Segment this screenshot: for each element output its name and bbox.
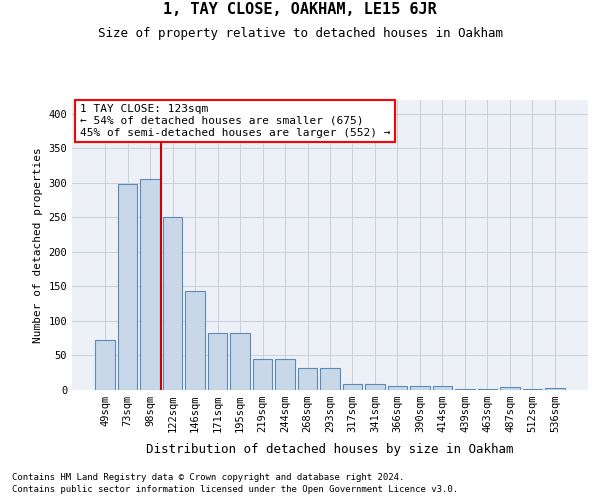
Bar	[275, 359, 295, 390]
Y-axis label: Number of detached properties: Number of detached properties	[33, 147, 43, 343]
Bar	[388, 386, 407, 390]
Bar	[410, 386, 430, 390]
Text: Contains HM Land Registry data © Crown copyright and database right 2024.: Contains HM Land Registry data © Crown c…	[12, 472, 404, 482]
Text: 1, TAY CLOSE, OAKHAM, LE15 6JR: 1, TAY CLOSE, OAKHAM, LE15 6JR	[163, 2, 437, 18]
Bar	[95, 340, 115, 390]
Bar	[140, 180, 160, 390]
Bar	[118, 184, 137, 390]
Bar	[163, 218, 182, 390]
Bar	[185, 290, 205, 390]
Text: Distribution of detached houses by size in Oakham: Distribution of detached houses by size …	[146, 442, 514, 456]
Bar	[208, 332, 227, 390]
Bar	[500, 387, 520, 390]
Bar	[433, 386, 452, 390]
Text: Size of property relative to detached houses in Oakham: Size of property relative to detached ho…	[97, 28, 503, 40]
Bar	[365, 384, 385, 390]
Text: 1 TAY CLOSE: 123sqm
← 54% of detached houses are smaller (675)
45% of semi-detac: 1 TAY CLOSE: 123sqm ← 54% of detached ho…	[80, 104, 390, 138]
Bar	[230, 332, 250, 390]
Bar	[343, 384, 362, 390]
Text: Contains public sector information licensed under the Open Government Licence v3: Contains public sector information licen…	[12, 485, 458, 494]
Bar	[320, 368, 340, 390]
Bar	[253, 359, 272, 390]
Bar	[298, 368, 317, 390]
Bar	[545, 388, 565, 390]
